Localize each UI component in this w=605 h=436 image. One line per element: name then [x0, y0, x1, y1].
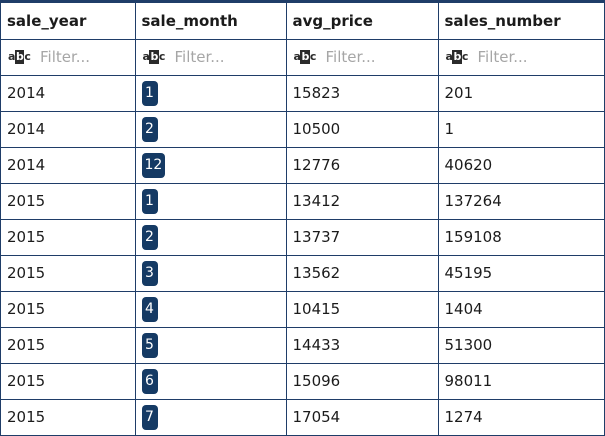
- cell-sales-number[interactable]: 45195: [438, 255, 604, 292]
- abc-text-type-icon: abc: [445, 50, 468, 64]
- header-row: sale_year sale_month avg_price sales_num…: [1, 3, 604, 40]
- cell-sale-year[interactable]: 2015: [1, 183, 136, 220]
- cell-sale-month[interactable]: 3: [135, 255, 287, 292]
- filter-row: abc Filter... abc Filter... abc Filter..…: [1, 39, 605, 76]
- cell-sale-year[interactable]: 2015: [1, 255, 136, 292]
- cell-avg-price[interactable]: 10415: [286, 291, 439, 328]
- table-row[interactable]: 2015 1 13412 137264: [1, 183, 604, 220]
- table-row[interactable]: 2015 4 10415 1404: [1, 291, 604, 328]
- data-table: sale_year sale_month avg_price sales_num…: [1, 3, 605, 436]
- filter-cell-avg-price: abc Filter...: [286, 39, 439, 76]
- filter-placeholder: Filter...: [325, 48, 376, 66]
- cell-sale-month[interactable]: 2: [135, 111, 287, 148]
- column-header-sale-year[interactable]: sale_year: [1, 3, 136, 40]
- cell-sale-year[interactable]: 2014: [1, 111, 136, 148]
- filter-cell-sales-number: abc Filter...: [438, 39, 605, 76]
- cell-sales-number[interactable]: 1274: [438, 399, 604, 436]
- cell-sale-year[interactable]: 2015: [1, 399, 136, 436]
- cell-sales-number[interactable]: 159108: [438, 219, 604, 256]
- cell-sale-month[interactable]: 1: [135, 183, 287, 220]
- abc-text-type-icon: abc: [8, 50, 31, 64]
- cell-avg-price[interactable]: 13737: [286, 219, 439, 256]
- cell-avg-price[interactable]: 12776: [286, 147, 439, 184]
- table-row[interactable]: 2015 3 13562 45195: [1, 255, 604, 292]
- cell-sale-month[interactable]: 12: [135, 147, 287, 184]
- cell-avg-price[interactable]: 15823: [286, 75, 439, 112]
- table-row[interactable]: 2014 2 10500 1: [1, 111, 604, 148]
- filter-sale-month[interactable]: abc Filter...: [142, 40, 286, 75]
- cell-sale-month[interactable]: 7: [135, 399, 287, 436]
- cell-avg-price[interactable]: 15096: [286, 363, 439, 400]
- filter-sale-year[interactable]: abc Filter...: [7, 40, 134, 75]
- cell-avg-price[interactable]: 14433: [286, 327, 439, 364]
- month-badge: 4: [141, 296, 158, 322]
- cell-sale-month[interactable]: 6: [135, 363, 287, 400]
- cell-sale-year[interactable]: 2014: [1, 75, 136, 112]
- month-badge: 1: [141, 80, 158, 106]
- month-badge: 5: [141, 332, 158, 358]
- cell-sale-year[interactable]: 2015: [1, 327, 136, 364]
- cell-sale-month[interactable]: 5: [135, 327, 287, 364]
- month-badge: 3: [141, 260, 158, 286]
- abc-text-type-icon: abc: [142, 50, 165, 64]
- filter-cell-sale-month: abc Filter...: [135, 39, 287, 76]
- cell-avg-price[interactable]: 13562: [286, 255, 439, 292]
- cell-sales-number[interactable]: 137264: [438, 183, 604, 220]
- table-row[interactable]: 2015 6 15096 98011: [1, 363, 604, 400]
- month-badge: 2: [141, 116, 158, 142]
- cell-sale-year[interactable]: 2015: [1, 219, 136, 256]
- cell-sales-number[interactable]: 98011: [438, 363, 604, 400]
- cell-avg-price[interactable]: 17054: [286, 399, 439, 436]
- table-row[interactable]: 2015 5 14433 51300: [1, 327, 604, 364]
- cell-sales-number[interactable]: 201: [438, 75, 604, 112]
- table-row[interactable]: 2014 1 15823 201: [1, 75, 604, 112]
- month-badge: 12: [141, 152, 166, 178]
- cell-sale-year[interactable]: 2015: [1, 363, 136, 400]
- table-row[interactable]: 2014 12 12776 40620: [1, 147, 604, 184]
- abc-text-type-icon: abc: [293, 50, 316, 64]
- column-header-sale-month[interactable]: sale_month: [135, 3, 287, 40]
- cell-sales-number[interactable]: 40620: [438, 147, 604, 184]
- cell-sale-month[interactable]: 2: [135, 219, 287, 256]
- cell-sale-month[interactable]: 1: [135, 75, 287, 112]
- column-header-avg-price[interactable]: avg_price: [286, 3, 439, 40]
- cell-sale-month[interactable]: 4: [135, 291, 287, 328]
- filter-sales-number[interactable]: abc Filter...: [445, 40, 605, 75]
- cell-sale-year[interactable]: 2014: [1, 147, 136, 184]
- month-badge: 7: [141, 404, 158, 430]
- cell-sales-number[interactable]: 1: [438, 111, 604, 148]
- cell-sale-year[interactable]: 2015: [1, 291, 136, 328]
- month-badge: 1: [141, 188, 158, 214]
- filter-avg-price[interactable]: abc Filter...: [293, 40, 438, 75]
- month-badge: 6: [141, 368, 158, 394]
- month-badge: 2: [141, 224, 158, 250]
- table-row[interactable]: 2015 2 13737 159108: [1, 219, 604, 256]
- cell-sales-number[interactable]: 51300: [438, 327, 604, 364]
- filter-placeholder: Filter...: [40, 48, 91, 66]
- filter-cell-sale-year: abc Filter...: [1, 39, 136, 76]
- cell-avg-price[interactable]: 13412: [286, 183, 439, 220]
- cell-sales-number[interactable]: 1404: [438, 291, 604, 328]
- table-row[interactable]: 2015 7 17054 1274: [1, 399, 604, 436]
- column-header-sales-number[interactable]: sales_number: [438, 3, 604, 40]
- cell-avg-price[interactable]: 10500: [286, 111, 439, 148]
- filter-placeholder: Filter...: [477, 48, 528, 66]
- filter-placeholder: Filter...: [174, 48, 225, 66]
